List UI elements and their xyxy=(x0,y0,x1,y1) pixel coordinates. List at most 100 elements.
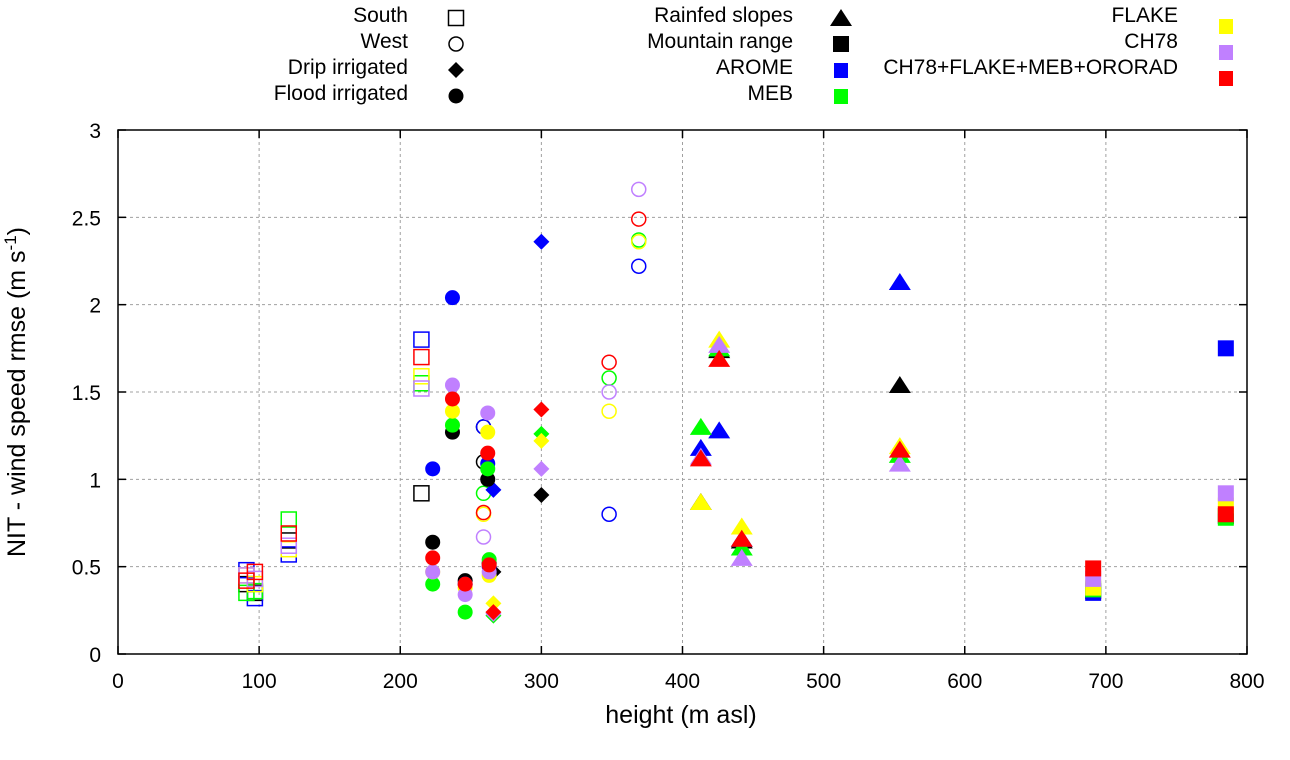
data-point xyxy=(601,370,617,386)
y-tick-label: 0 xyxy=(89,644,101,667)
x-tick-label: 400 xyxy=(665,670,700,693)
data-point xyxy=(1217,340,1234,357)
data-point xyxy=(689,417,712,435)
data-point xyxy=(280,540,298,558)
legend-color-swatch xyxy=(834,63,848,78)
x-tick-label: 300 xyxy=(524,670,559,693)
legend: South West Drip irrigated Flood irrigated Ra… xyxy=(274,4,1233,105)
y-tick-label: 1 xyxy=(89,469,101,492)
data-point xyxy=(444,403,460,419)
legend-color-swatch xyxy=(1219,71,1233,86)
data-point xyxy=(238,567,255,584)
series-rainfed-obs xyxy=(689,341,911,549)
series-mountain-ch78 xyxy=(1085,485,1234,587)
y-tick-label: 1.5 xyxy=(72,382,101,405)
y-axis-label: NIT - wind speed rmse (m s-1) xyxy=(1,227,31,557)
series-drip-arome xyxy=(485,233,550,498)
data-point xyxy=(708,335,731,353)
data-point xyxy=(730,538,753,556)
data-point xyxy=(425,576,441,592)
data-point xyxy=(1085,560,1102,577)
data-point xyxy=(444,391,460,407)
legend-label: Mountain range xyxy=(647,30,793,53)
series-mountain-meb xyxy=(1085,509,1234,598)
series-west-ch78 xyxy=(475,181,647,545)
legend-color-swatch xyxy=(834,89,848,104)
data-point xyxy=(689,449,712,467)
data-point xyxy=(280,511,298,528)
data-point xyxy=(601,354,617,371)
data-point xyxy=(1217,506,1234,523)
data-point xyxy=(888,454,911,472)
data-point xyxy=(631,181,647,198)
data-point xyxy=(1217,485,1234,502)
grid-layer xyxy=(118,130,1247,654)
data-point xyxy=(533,487,550,504)
legend-label: Rainfed slopes xyxy=(654,4,793,27)
y-axis-label-superscript: -1 xyxy=(1,235,20,250)
data-point xyxy=(413,485,430,502)
y-tick-label: 0.5 xyxy=(72,557,101,580)
series-west-meb xyxy=(475,232,647,502)
data-point xyxy=(425,534,441,550)
data-point xyxy=(413,380,430,397)
legend-label: CH78 xyxy=(1124,30,1178,53)
data-point xyxy=(888,272,911,290)
series-drip-flake xyxy=(485,432,550,612)
data-point xyxy=(457,604,473,620)
legend-marker-open-square-icon xyxy=(447,9,465,27)
points-layer xyxy=(238,181,1234,624)
data-point xyxy=(730,548,753,566)
legend-marker-open-circle-icon xyxy=(448,36,464,52)
legend-label: Flood irrigated xyxy=(274,82,408,105)
series-mountain-obs xyxy=(1085,508,1234,600)
legend-color-swatch xyxy=(1219,45,1233,60)
legend-label: West xyxy=(361,30,409,53)
data-point xyxy=(280,525,298,542)
data-point xyxy=(480,445,496,461)
series-flood-ch78 xyxy=(425,377,497,603)
data-point xyxy=(413,348,430,366)
x-tick-label: 500 xyxy=(806,670,841,693)
data-point xyxy=(888,440,911,458)
data-point xyxy=(444,290,460,306)
data-point xyxy=(480,461,496,477)
series-mountain-flake xyxy=(1085,497,1234,596)
legend-marker-triangle-icon xyxy=(830,9,852,26)
data-point xyxy=(730,529,753,547)
data-point xyxy=(533,401,550,418)
series-drip-meb xyxy=(485,425,550,624)
data-point xyxy=(533,460,550,477)
x-tick-label: 600 xyxy=(947,670,982,693)
legend-label: FLAKE xyxy=(1111,4,1178,27)
data-point xyxy=(631,234,647,250)
data-point xyxy=(601,506,617,523)
data-point xyxy=(246,563,264,581)
y-axis-label-main: NIT - wind speed rmse (m s xyxy=(3,250,31,557)
legend-marker-diamond-icon xyxy=(448,62,464,78)
series-west-arome xyxy=(475,258,647,523)
data-point xyxy=(238,572,255,589)
data-point xyxy=(413,331,430,348)
x-tick-label: 0 xyxy=(112,670,124,693)
data-point xyxy=(457,587,473,603)
series-mountain-arome xyxy=(1085,340,1234,601)
x-tick-label: 100 xyxy=(242,670,277,693)
data-point xyxy=(425,550,441,566)
data-point xyxy=(888,376,911,394)
data-point xyxy=(280,546,298,563)
legend-marker-circle-icon xyxy=(448,88,464,104)
data-point xyxy=(533,233,550,250)
data-point xyxy=(444,377,460,393)
x-tick-label: 800 xyxy=(1229,670,1264,693)
data-point xyxy=(708,421,731,439)
data-point xyxy=(480,424,496,440)
data-point xyxy=(689,493,712,511)
legend-color-swatch xyxy=(1219,19,1233,34)
data-point xyxy=(238,567,255,584)
data-point xyxy=(601,403,617,419)
data-point xyxy=(475,504,492,521)
y-tick-label: 3 xyxy=(89,120,101,143)
data-point xyxy=(480,471,496,487)
data-point xyxy=(601,384,617,400)
